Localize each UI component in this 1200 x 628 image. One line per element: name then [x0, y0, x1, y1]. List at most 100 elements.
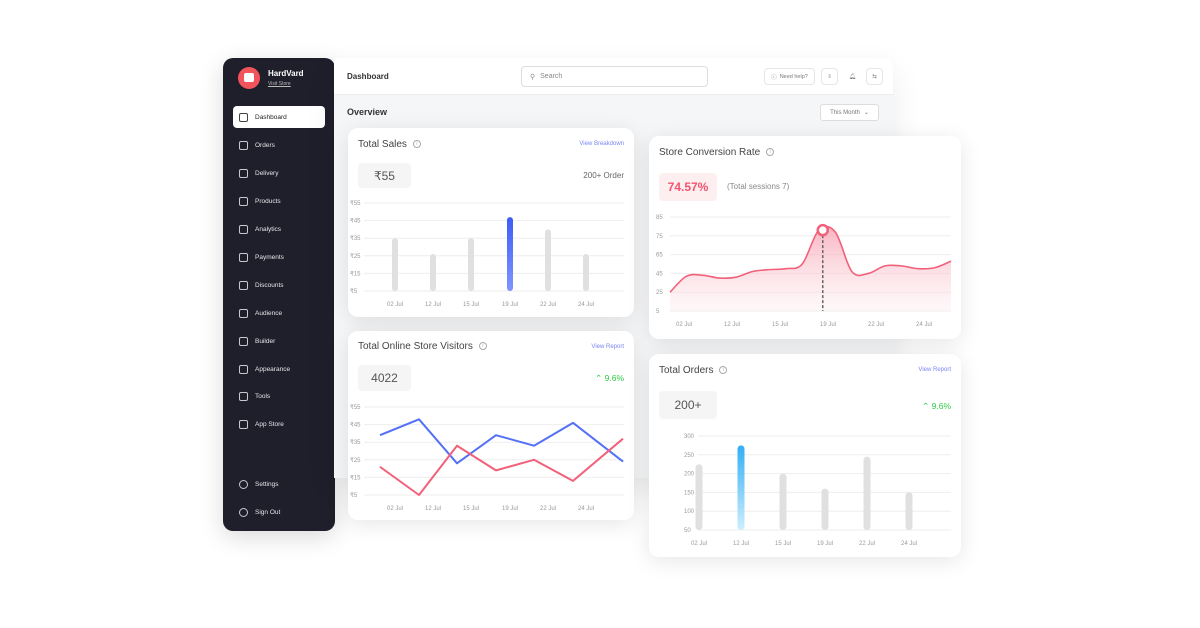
sidebar-item-label: Appearance [255, 365, 291, 373]
period-value: This Month [830, 109, 860, 116]
sign-out-icon [239, 507, 248, 517]
y-tick-label: 150 [684, 490, 695, 496]
sidebar-item-builder[interactable]: Builder [233, 330, 325, 352]
sidebar-item-discounts[interactable]: Discounts [233, 274, 325, 296]
brand-name: HardVard [268, 69, 304, 78]
bar-19-jul [507, 217, 513, 291]
y-tick-label: ₹45 [350, 218, 361, 225]
view-report-link[interactable]: View Report [591, 344, 624, 350]
orders-change: ⌃ 9.6% [922, 401, 951, 411]
orders-title: Total Orders i [659, 365, 728, 376]
x-tick-label: 12 Jul [733, 541, 749, 547]
discount-icon [239, 280, 248, 290]
visit-store-link[interactable]: Visit Store [268, 81, 291, 87]
truck-icon [239, 168, 248, 178]
sidebar-item-appearance[interactable]: Appearance [233, 358, 325, 380]
y-tick-label: 300 [684, 434, 695, 440]
y-tick-label: 100 [684, 509, 695, 515]
x-tick-label: 12 Jul [425, 506, 441, 512]
sidebar-item-app-store[interactable]: App Store [233, 413, 325, 435]
sidebar-item-analytics[interactable]: Analytics [233, 218, 325, 240]
sidebar-item-audience[interactable]: Audience [233, 302, 325, 324]
x-tick-label: 19 Jul [817, 541, 833, 547]
x-tick-label: 12 Jul [724, 322, 740, 328]
info-icon[interactable]: i [719, 366, 728, 375]
y-tick-label: ₹5 [350, 492, 358, 499]
y-tick-label: ₹25 [350, 457, 361, 464]
notifications-button[interactable]: 🔔︎ [844, 68, 861, 85]
sidebar-item-dashboard[interactable]: Dashboard [233, 106, 325, 128]
info-icon[interactable]: i [478, 342, 487, 351]
bell-icon: 🔔︎ [849, 73, 856, 80]
y-tick-label: ₹55 [350, 200, 361, 207]
conversion-value: 74.57% [659, 173, 717, 201]
visitors-card: Total Online Store Visitors i View Report… [348, 331, 634, 520]
total-sales-card: Total Sales i View Breakdown ₹55 200+ Ord… [348, 128, 634, 317]
y-tick-label: ₹45 [350, 422, 361, 429]
y-tick-label: 75 [656, 234, 663, 240]
view-report-link[interactable]: View Report [918, 367, 951, 373]
sidebar: HardVard Visit Store Dashboard Orders Deli… [223, 58, 335, 531]
total-sales-chart: ₹5 ₹15 ₹25 ₹35 ₹45 ₹55 02 Jul 12 Jul 15 Jul 19 Ju… [350, 200, 624, 308]
y-tick-label: 25 [656, 290, 663, 296]
bar-12-jul [737, 445, 745, 530]
x-tick-label: 22 Jul [868, 322, 884, 328]
visitors-line-1 [379, 418, 624, 465]
tools-icon [239, 391, 248, 401]
sidebar-item-tools[interactable]: Tools [233, 385, 325, 407]
y-tick-label: ₹55 [350, 404, 361, 411]
y-tick-label: 65 [656, 253, 663, 259]
inbox-icon [239, 140, 248, 150]
x-tick-label: 02 Jul [676, 322, 692, 328]
gear-icon [239, 479, 248, 489]
sidebar-item-payments[interactable]: Payments [233, 246, 325, 268]
sidebar-item-settings[interactable]: Settings [233, 473, 325, 495]
info-icon[interactable]: i [412, 140, 421, 149]
apps-icon [239, 419, 248, 429]
overview-heading: Overview [347, 107, 388, 117]
grid-icon [239, 112, 248, 122]
bar-15-jul [468, 238, 474, 291]
info-icon: ⓘ [771, 74, 777, 81]
x-tick-label: 15 Jul [463, 302, 479, 308]
visitors-change: ⌃ 9.6% [595, 373, 624, 383]
period-select[interactable]: This Month ⌄ [820, 104, 879, 121]
y-tick-label: ₹35 [350, 235, 361, 242]
sidebar-item-label: Dashboard [255, 113, 287, 121]
bar-chart-icon [239, 224, 248, 234]
download-button[interactable]: ⇩ [821, 68, 838, 85]
x-tick-label: 02 Jul [691, 541, 707, 547]
search-input[interactable]: ⚲ Search [521, 66, 708, 87]
need-help-button[interactable]: ⓘ Need help? [764, 68, 815, 85]
y-tick-label: ₹15 [350, 474, 361, 481]
sidebar-item-sign-out[interactable]: Sign Out [233, 501, 325, 523]
sidebar-item-label: Payments [255, 253, 284, 261]
view-breakdown-link[interactable]: View Breakdown [579, 141, 624, 147]
order-count: 200+ Order [583, 171, 624, 180]
sidebar-item-orders[interactable]: Orders [233, 134, 325, 156]
users-icon [239, 308, 248, 318]
sidebar-item-products[interactable]: Products [233, 190, 325, 212]
bar-22-jul [863, 456, 871, 530]
x-tick-label: 22 Jul [540, 302, 556, 308]
sidebar-item-delivery[interactable]: Delivery [233, 162, 325, 184]
peak-marker [816, 223, 830, 237]
store-logo-icon [238, 67, 260, 89]
sidebar-item-label: Discounts [255, 281, 284, 289]
sidebar-item-label: Tools [255, 392, 271, 400]
y-tick-label: 250 [684, 453, 695, 459]
orders-chart: 50 100 150 200 250 300 02 Jul 12 Jul 15 Jul 19 Ju… [684, 434, 951, 547]
y-tick-label: ₹15 [350, 270, 361, 277]
total-sales-title: Total Sales i [358, 139, 421, 150]
chevron-down-icon: ⌄ [863, 110, 869, 116]
x-tick-label: 24 Jul [901, 541, 917, 547]
x-tick-label: 19 Jul [820, 322, 836, 328]
x-tick-label: 12 Jul [425, 302, 441, 308]
total-sessions: (Total sessions 7) [727, 182, 790, 191]
translate-button[interactable]: ⇆ [866, 68, 883, 85]
builder-icon [239, 336, 248, 346]
info-icon[interactable]: i [766, 148, 775, 157]
y-tick-label: ₹5 [350, 288, 358, 295]
translate-icon: ⇆ [872, 73, 877, 80]
sidebar-item-label: Sign Out [255, 508, 281, 516]
